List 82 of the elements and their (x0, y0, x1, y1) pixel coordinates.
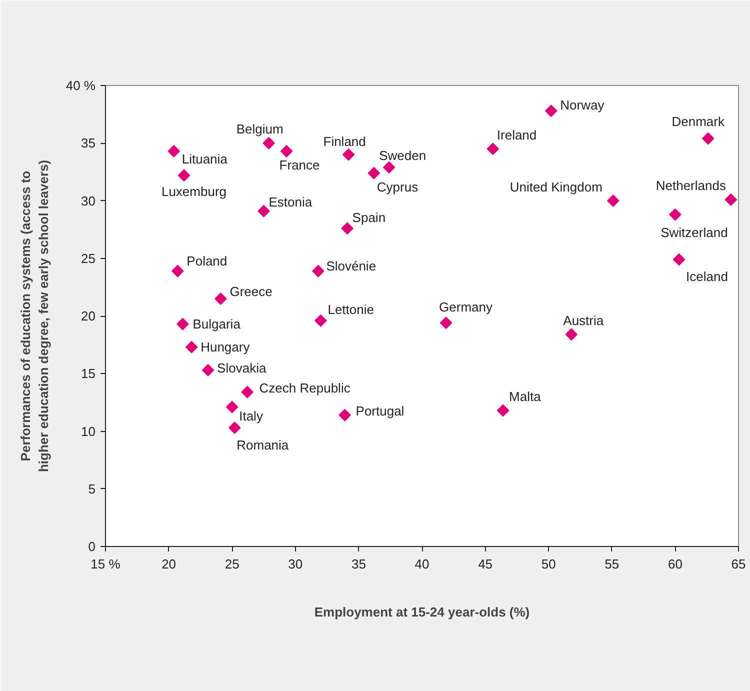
annotation: Ireland (496, 127, 537, 142)
x-axis-title: Employment at 15-24 year-olds (%) (314, 604, 530, 620)
point (214, 292, 227, 305)
point (338, 408, 351, 422)
point (241, 386, 254, 398)
y-tick-label: 20 (81, 308, 96, 324)
x-tick-label: 15 % (90, 556, 121, 572)
annotation: Malta (509, 389, 542, 404)
point (486, 142, 500, 156)
annotation: Bulgaria (192, 316, 242, 332)
annotation: Italy (239, 408, 264, 424)
point (178, 169, 190, 182)
y-tick-label: 40 % (66, 78, 96, 93)
annotation: Belgium (236, 122, 284, 137)
annotation: Hungary (200, 340, 250, 355)
annotation: Finland (323, 134, 366, 150)
annotation: Switzerland (660, 225, 728, 240)
annotation: Cyprus (376, 180, 419, 195)
point (368, 166, 380, 180)
annotation: United Kingdom (510, 179, 602, 194)
point (176, 318, 189, 330)
point (342, 148, 355, 161)
point (185, 340, 198, 354)
y-axis-title: Performances of education systems (access to higher education degree, few early school leavers) (18, 160, 51, 472)
annotation: Slovénie (326, 258, 376, 274)
x-tick-label: 45 (478, 556, 493, 572)
point (341, 222, 354, 235)
annotation: Lituania (182, 152, 228, 167)
point (172, 264, 184, 278)
y-tick-label: 10 (81, 424, 96, 439)
x-tick-label: 55 (604, 556, 620, 572)
point (544, 104, 558, 118)
point (724, 193, 738, 206)
point (382, 161, 396, 174)
annotation: Poland (186, 254, 228, 269)
point (314, 314, 327, 327)
point (226, 400, 238, 414)
annotation: Netherlands (656, 178, 726, 194)
point (565, 328, 578, 341)
x-tick-label: 25 (224, 556, 240, 572)
annotation: France (279, 158, 320, 173)
annotation: Portugal (356, 404, 404, 419)
annotation: Slovakia (217, 360, 267, 376)
y-tick-label: 15 (81, 366, 96, 382)
x-tick-label: 35 (351, 556, 366, 572)
point (228, 422, 241, 434)
point (262, 136, 275, 150)
point (496, 404, 510, 417)
x-tick-label: 20 (162, 556, 176, 572)
point (312, 264, 324, 278)
annotation: Lettonie (328, 302, 374, 318)
annotation: Czech Republic (259, 380, 351, 396)
point (672, 253, 686, 266)
annotation: Denmark (672, 114, 725, 130)
x-tick-label: 30 (288, 556, 303, 572)
annotation: Estonia (268, 194, 313, 210)
annotation: Austria (563, 312, 604, 328)
annotation: Sweden (379, 148, 426, 163)
point (702, 132, 714, 145)
y-tick-label: 0 (88, 539, 96, 554)
x-tick-label: 50 (541, 556, 556, 572)
annotation: Norway (560, 97, 605, 112)
y-tick-label: 30 (81, 193, 96, 208)
x-tick-label: 60 (668, 556, 682, 572)
point (669, 208, 682, 221)
y-tick-label: 25 (81, 250, 96, 266)
point (258, 204, 270, 218)
point (440, 316, 452, 330)
annotation: Greece (230, 284, 272, 300)
point (168, 145, 180, 158)
x-tick-label: 40 (414, 556, 430, 572)
y-tick-label: 5 (88, 481, 96, 496)
y-tick-label: 35 (81, 136, 96, 151)
annotation: Romania (236, 437, 290, 452)
annotation: Germany (439, 299, 494, 314)
point (280, 145, 293, 158)
annotation: Spain (352, 210, 386, 225)
annotation: Luxemburg (161, 184, 227, 199)
x-tick-label: 65 (731, 556, 746, 572)
point (607, 194, 620, 207)
annotation: Iceland (686, 269, 728, 284)
point (202, 364, 214, 376)
